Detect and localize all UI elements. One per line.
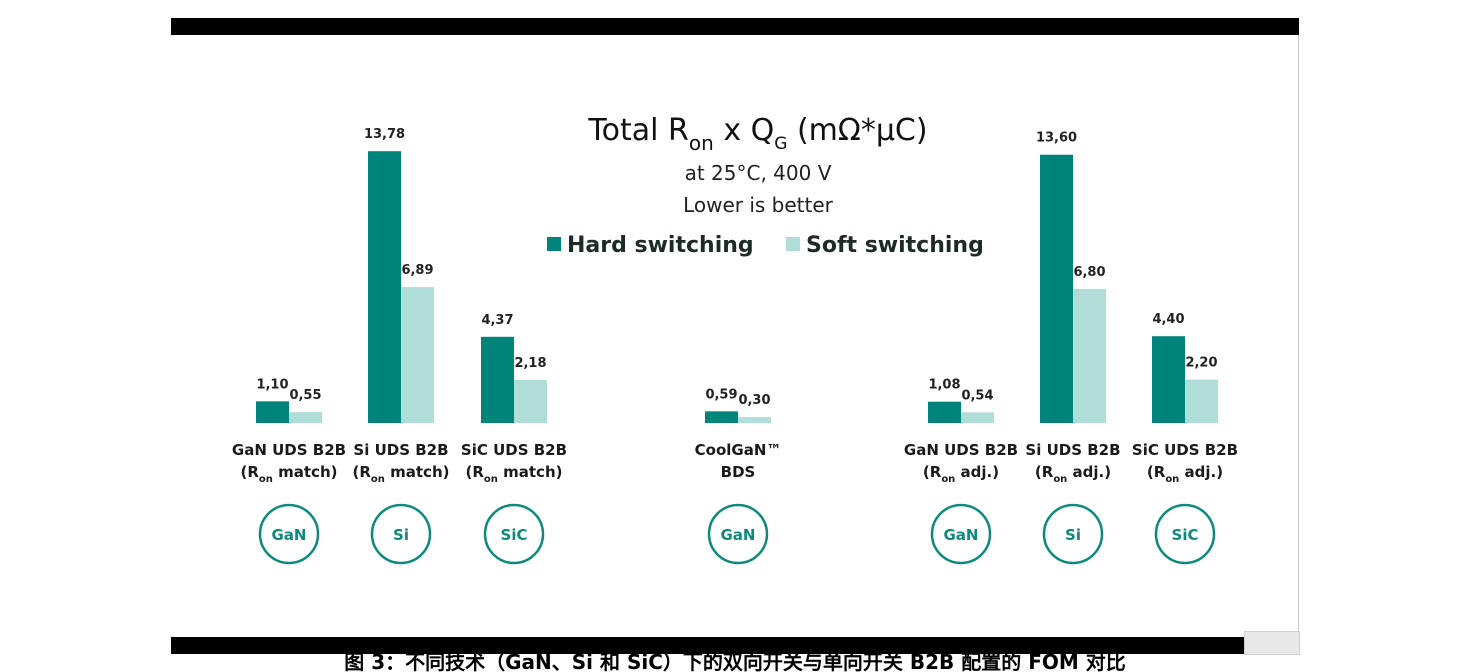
category-label-line1-0: GaN UDS B2B <box>232 441 346 459</box>
tech-badge-circle-1 <box>370 503 432 565</box>
tech-badge-label-5: Si <box>1065 526 1081 544</box>
bar-hard-6 <box>1152 336 1185 423</box>
value-label-hard-1: 13,78 <box>364 127 405 142</box>
value-label-hard-0: 1,10 <box>256 377 288 392</box>
right-border-line <box>1298 35 1299 637</box>
title-part-unit: (mΩ*µC) <box>787 113 927 148</box>
legend-swatch-soft <box>786 237 800 251</box>
tech-badge-label-4: GaN <box>944 526 979 544</box>
bar-hard-3 <box>705 411 738 423</box>
bar-soft-0 <box>289 412 322 423</box>
category-labels-layer: GaN UDS B2B (Ron match) Si UDS B2B (Ron mat… <box>232 441 1238 485</box>
value-label-hard-2: 4,37 <box>481 313 513 328</box>
value-label-soft-0: 0,55 <box>289 388 321 403</box>
badges-layer: GaN Si SiC GaN GaN Si SiC <box>258 503 1216 565</box>
bar-soft-6 <box>1185 379 1218 423</box>
category-label-line2-2: (Ron match) <box>466 463 563 485</box>
value-label-hard-3: 0,59 <box>705 387 737 402</box>
legend-label-hard: Hard switching <box>567 233 754 258</box>
tech-badge-circle-2 <box>483 503 545 565</box>
title-sub-g: G <box>774 134 787 154</box>
tech-badge-circle-0 <box>258 503 320 565</box>
title-sub-on: on <box>689 131 714 155</box>
category-label-line2-0: (Ron match) <box>241 463 338 485</box>
tech-badge-circle-3 <box>707 503 769 565</box>
value-label-hard-5: 13,60 <box>1036 131 1077 146</box>
category-label-line2-5: (Ron adj.) <box>1035 463 1111 485</box>
category-label-line1-1: Si UDS B2B <box>353 441 448 459</box>
tech-badge-circle-4 <box>930 503 992 565</box>
tech-badge-label-1: Si <box>393 526 409 544</box>
top-black-bar <box>171 18 1299 35</box>
bar-hard-2 <box>481 336 514 423</box>
category-label-line1-6: SiC UDS B2B <box>1132 441 1238 459</box>
category-label-line2-4: (Ron adj.) <box>923 463 999 485</box>
bar-soft-1 <box>401 287 434 423</box>
tech-badge-label-0: GaN <box>272 526 307 544</box>
bar-soft-2 <box>514 380 547 423</box>
bar-soft-5 <box>1073 288 1106 423</box>
value-label-soft-3: 0,30 <box>738 393 770 408</box>
category-label-line2-6: (Ron adj.) <box>1147 463 1223 485</box>
tech-badge-label-2: SiC <box>501 526 528 544</box>
title-part-total: Total R <box>587 113 688 148</box>
value-label-soft-4: 0,54 <box>961 388 993 403</box>
title-part-x: x Q <box>714 113 774 148</box>
bar-soft-3 <box>738 417 771 423</box>
bar-hard-0 <box>256 401 289 423</box>
chart-title: Total Ron x QG (mΩ*µC) <box>587 113 927 155</box>
value-label-soft-5: 6,80 <box>1073 265 1105 280</box>
bar-soft-4 <box>961 412 994 423</box>
category-label-line1-2: SiC UDS B2B <box>461 441 567 459</box>
category-label-line1-5: Si UDS B2B <box>1025 441 1120 459</box>
category-label-line1-4: GaN UDS B2B <box>904 441 1018 459</box>
corner-toolbar-widget[interactable] <box>1244 631 1300 655</box>
bar-hard-5 <box>1040 154 1073 423</box>
value-label-soft-6: 2,20 <box>1185 356 1217 371</box>
category-label-line1-3: CoolGaN™ <box>695 441 782 459</box>
value-label-hard-6: 4,40 <box>1152 312 1184 327</box>
tech-badge-label-6: SiC <box>1172 526 1199 544</box>
value-label-soft-2: 2,18 <box>514 356 546 371</box>
category-label-line2-3: BDS <box>721 463 756 481</box>
tech-badge-circle-5 <box>1042 503 1104 565</box>
bars-layer: 1,100,55 13,78 6,89 4,37 2,18 0,59 0,30 1,080,5… <box>256 127 1218 423</box>
subtitle-lower-better: Lower is better <box>683 193 834 217</box>
legend-swatch-hard <box>547 237 561 251</box>
bar-hard-1 <box>368 151 401 423</box>
value-label-soft-1: 6,89 <box>401 263 433 278</box>
subtitle-conditions: at 25°C, 400 V <box>685 161 832 185</box>
tech-badge-circle-6 <box>1154 503 1216 565</box>
bar-hard-4 <box>928 401 961 423</box>
bottom-black-bar <box>171 637 1299 654</box>
value-label-hard-4: 1,08 <box>928 378 960 393</box>
category-label-line2-1: (Ron match) <box>353 463 450 485</box>
figure-caption: 图 3：不同技术（GaN、Si 和 SiC）下的双向开关与单向开关 B2B 配置… <box>344 652 1126 672</box>
legend-label-soft: Soft switching <box>806 233 984 258</box>
tech-badge-label-3: GaN <box>721 526 756 544</box>
